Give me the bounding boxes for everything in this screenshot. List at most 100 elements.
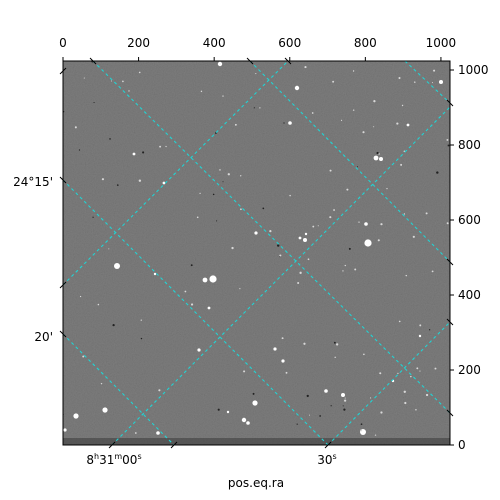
speckle <box>312 225 315 228</box>
speckle <box>165 145 167 148</box>
speckle <box>436 171 439 174</box>
speckle <box>297 281 300 285</box>
speckle <box>239 288 241 290</box>
star <box>73 413 79 419</box>
speckle <box>333 341 336 344</box>
star <box>341 393 345 397</box>
star <box>209 275 217 283</box>
speckle <box>212 193 215 196</box>
speckle <box>376 151 379 155</box>
speckle <box>342 270 344 272</box>
speckle <box>92 216 94 218</box>
speckle <box>415 409 417 411</box>
speckle <box>116 184 119 186</box>
speckle <box>281 337 284 340</box>
speckle <box>277 244 280 247</box>
speckle <box>425 393 429 397</box>
speckle <box>108 248 110 250</box>
speckle <box>222 181 224 183</box>
speckle <box>285 371 288 374</box>
y-tick-label: 200 <box>458 363 481 377</box>
speckle <box>296 423 298 425</box>
speckle <box>307 258 310 261</box>
top-pixel-axis: 0 200 400 600 800 1000 <box>59 36 456 61</box>
speckle <box>140 337 143 340</box>
speckle <box>446 138 449 141</box>
speckle <box>128 90 130 92</box>
speckle <box>79 295 82 298</box>
star <box>418 334 422 338</box>
star <box>439 80 443 84</box>
speckle <box>100 382 103 385</box>
speckle <box>74 126 77 129</box>
speckle <box>101 178 105 181</box>
y-tick-label: 600 <box>458 213 481 227</box>
image-edge-band <box>63 438 450 445</box>
star <box>324 389 328 393</box>
speckle <box>255 72 257 75</box>
plot-frame <box>62 60 451 446</box>
speckle <box>142 151 145 154</box>
speckle <box>379 372 382 375</box>
speckle <box>352 70 355 72</box>
star <box>102 407 108 413</box>
speckle <box>332 80 335 83</box>
speckle <box>303 342 306 345</box>
star <box>298 236 302 240</box>
speckle <box>138 179 142 182</box>
speckle <box>433 69 436 72</box>
speckle <box>112 324 115 327</box>
speckle <box>216 220 218 222</box>
speckle <box>414 81 416 83</box>
y-tick-label: 0 <box>458 438 466 452</box>
speckle <box>396 122 399 125</box>
speckle <box>317 225 319 227</box>
star <box>156 431 160 435</box>
speckle <box>377 239 380 242</box>
y-tick-label: 800 <box>458 138 481 152</box>
star <box>197 348 201 352</box>
speckle <box>431 270 434 273</box>
speckle <box>93 102 95 104</box>
speckle <box>109 138 111 140</box>
speckle <box>344 399 347 402</box>
grid-line <box>327 321 450 445</box>
speckle <box>279 254 282 257</box>
speckle <box>434 367 437 370</box>
speckle <box>158 389 161 392</box>
speckle <box>330 405 332 407</box>
star <box>281 359 285 363</box>
star <box>114 263 120 269</box>
speckle <box>82 355 85 358</box>
grid-line <box>111 106 450 445</box>
speckle <box>289 194 291 197</box>
speckle <box>329 169 332 172</box>
speckle <box>83 77 85 79</box>
x-tick-label: 1000 <box>426 36 457 50</box>
star <box>217 61 223 67</box>
speckle <box>134 432 137 434</box>
ra-label-30s: 30s <box>317 452 336 467</box>
star <box>252 400 258 406</box>
speckle <box>352 109 355 111</box>
speckle <box>199 192 201 194</box>
speckle <box>299 271 302 274</box>
x-tick-label: 0 <box>59 36 67 50</box>
speckle <box>431 82 434 84</box>
speckle <box>344 264 346 267</box>
speckle <box>446 222 449 225</box>
star <box>379 157 383 161</box>
star <box>364 222 368 226</box>
speckle <box>425 212 428 215</box>
speckle <box>252 392 255 395</box>
speckle <box>428 329 431 331</box>
speckle <box>319 415 321 417</box>
grid-line <box>63 61 289 286</box>
speckle <box>412 235 415 238</box>
speckle <box>403 213 406 215</box>
speckle <box>283 122 285 124</box>
speckle <box>403 390 406 393</box>
speckle <box>253 107 255 109</box>
speckle <box>398 77 401 80</box>
speckle <box>346 188 349 191</box>
